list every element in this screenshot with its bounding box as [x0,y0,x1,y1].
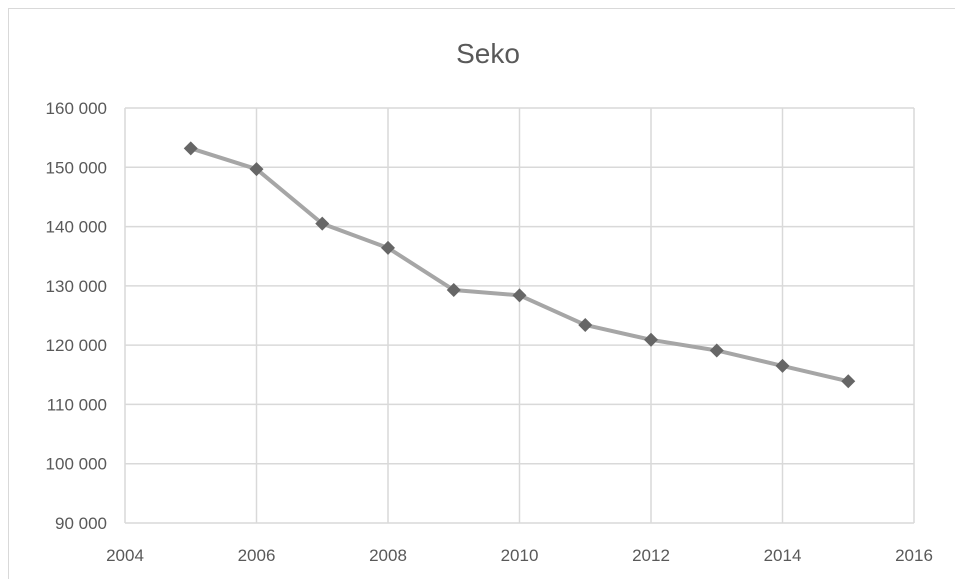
data-point-marker [446,283,461,298]
y-tick-label: 150 000 [46,158,107,177]
data-point-marker [249,162,264,177]
x-tick-label: 2008 [369,546,407,565]
y-tick-label: 100 000 [46,455,107,474]
data-point-marker [578,317,593,332]
y-tick-label: 110 000 [47,395,107,414]
x-tick-label: 2004 [106,546,144,565]
chart-title: Seko [456,38,520,69]
data-point-marker [709,343,724,358]
data-point-marker [775,358,790,373]
series-layer [183,141,856,389]
x-tick-label: 2012 [632,546,670,565]
chart-frame [8,8,955,579]
data-point-marker [841,374,856,389]
x-tick-label: 2016 [895,546,933,565]
data-point-marker [183,141,198,156]
x-tick-label: 2010 [501,546,539,565]
data-point-marker [381,240,395,255]
axis-labels: 90 000 100 000 110 000 120 000 130 000 140 00… [46,99,933,565]
y-tick-label: 130 000 [46,277,107,296]
y-tick-label: 140 000 [46,218,107,237]
x-tick-label: 2006 [238,546,276,565]
y-tick-label: 90 000 [55,514,107,533]
data-point-marker [315,216,330,231]
data-point-marker [512,288,527,303]
data-point-marker [644,332,658,347]
y-tick-label: 160 000 [46,99,107,118]
y-tick-label: 120 000 [46,336,107,355]
x-tick-label: 2014 [764,546,802,565]
grid-layer [124,107,915,524]
